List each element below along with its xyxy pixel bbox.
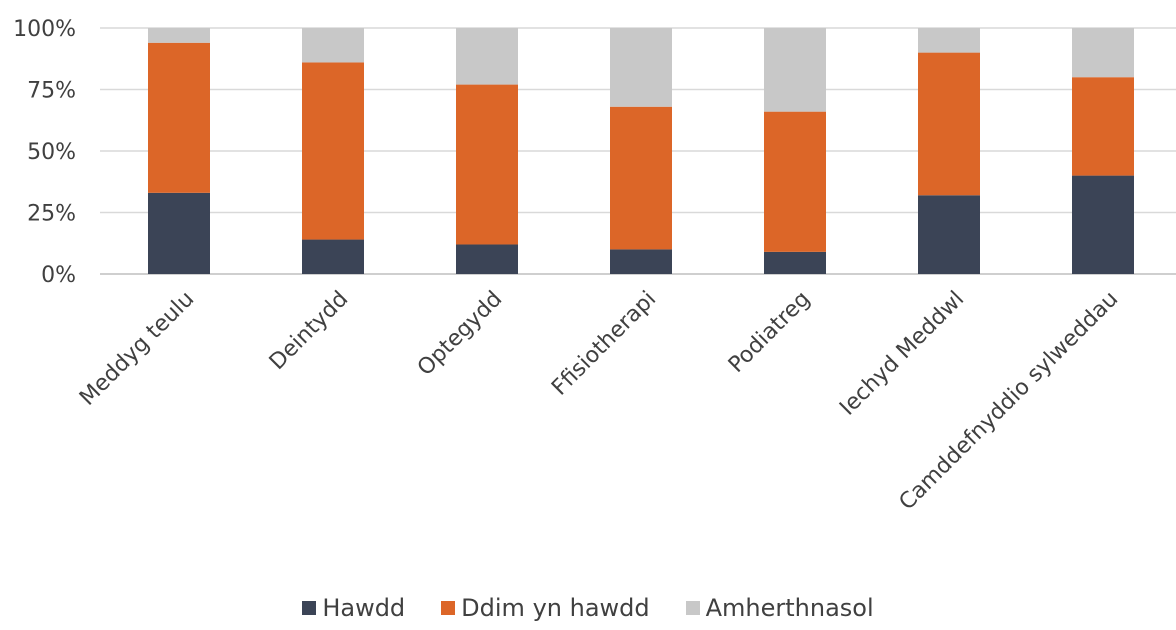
legend-swatch-amherthnasol: [685, 601, 700, 615]
bar-optegydd-amherthnasol: [456, 28, 518, 85]
bar-deintydd-amherthnasol: [302, 28, 364, 63]
legend-item-ddim-yn-hawdd: Ddim yn hawdd: [441, 594, 650, 622]
bar-camddefnyddio-sylweddau-amherthnasol: [1072, 28, 1134, 78]
y-tick-label: 0%: [41, 263, 76, 288]
legend-item-amherthnasol: Amherthnasol: [685, 594, 874, 622]
bar-podiatreg-ddim-yn-hawdd: [764, 111, 826, 252]
legend-label-hawdd: Hawdd: [322, 594, 406, 622]
legend-label-amherthnasol: Amherthnasol: [705, 594, 874, 622]
y-axis: 0% 25% 50% 75% 100%: [13, 17, 76, 288]
x-tick-label-ffisiotherapi: Ffisiotherapi: [547, 287, 661, 401]
y-tick-label: 50%: [27, 140, 76, 165]
legend-label-ddim-yn-hawdd: Ddim yn hawdd: [461, 594, 650, 622]
bar-iechyd-meddwl-amherthnasol: [918, 28, 980, 53]
bar-ffisiotherapi-hawdd: [610, 249, 672, 274]
legend-swatch-hawdd: [302, 601, 317, 615]
bars: [148, 28, 1134, 274]
stacked-bar-chart: 0% 25% 50% 75% 100% Meddyg teulu Deintydd Opte…: [13, 17, 1176, 516]
bar-camddefnyddio-sylweddau-ddim-yn-hawdd: [1072, 77, 1134, 176]
bar-meddyg-teulu-ddim-yn-hawdd: [148, 42, 210, 193]
bar-podiatreg-amherthnasol: [764, 28, 826, 112]
bar-deintydd-hawdd: [302, 239, 364, 274]
x-tick-label-meddyg-teulu: Meddyg teulu: [75, 287, 199, 411]
legend: Hawdd Ddim yn hawdd Amherthnasol: [0, 594, 1176, 622]
x-axis: Meddyg teulu Deintydd Optegydd Ffisiotherap…: [75, 287, 1123, 516]
y-tick-label: 75%: [27, 79, 76, 104]
bar-iechyd-meddwl-hawdd: [918, 195, 980, 274]
legend-swatch-ddim-yn-hawdd: [441, 601, 456, 615]
x-tick-label-iechyd-meddwl: Iechyd Meddwl: [835, 287, 969, 421]
bar-meddyg-teulu-hawdd: [148, 192, 210, 274]
bar-podiatreg-hawdd: [764, 251, 826, 274]
bar-iechyd-meddwl-ddim-yn-hawdd: [918, 52, 980, 196]
bar-meddyg-teulu-amherthnasol: [148, 28, 210, 43]
bar-deintydd-ddim-yn-hawdd: [302, 62, 364, 240]
y-tick-label: 100%: [13, 17, 76, 42]
y-tick-label: 25%: [27, 202, 76, 227]
x-tick-label-podiatreg: Podiatreg: [724, 287, 815, 378]
legend-item-hawdd: Hawdd: [302, 594, 405, 622]
bar-optegydd-hawdd: [456, 244, 518, 274]
bar-ffisiotherapi-amherthnasol: [610, 28, 672, 107]
bar-optegydd-ddim-yn-hawdd: [456, 84, 518, 245]
x-tick-label-deintydd: Deintydd: [265, 287, 353, 375]
bar-camddefnyddio-sylweddau-hawdd: [1072, 175, 1134, 274]
x-tick-label-optegydd: Optegydd: [413, 287, 507, 381]
bar-ffisiotherapi-ddim-yn-hawdd: [610, 106, 672, 250]
